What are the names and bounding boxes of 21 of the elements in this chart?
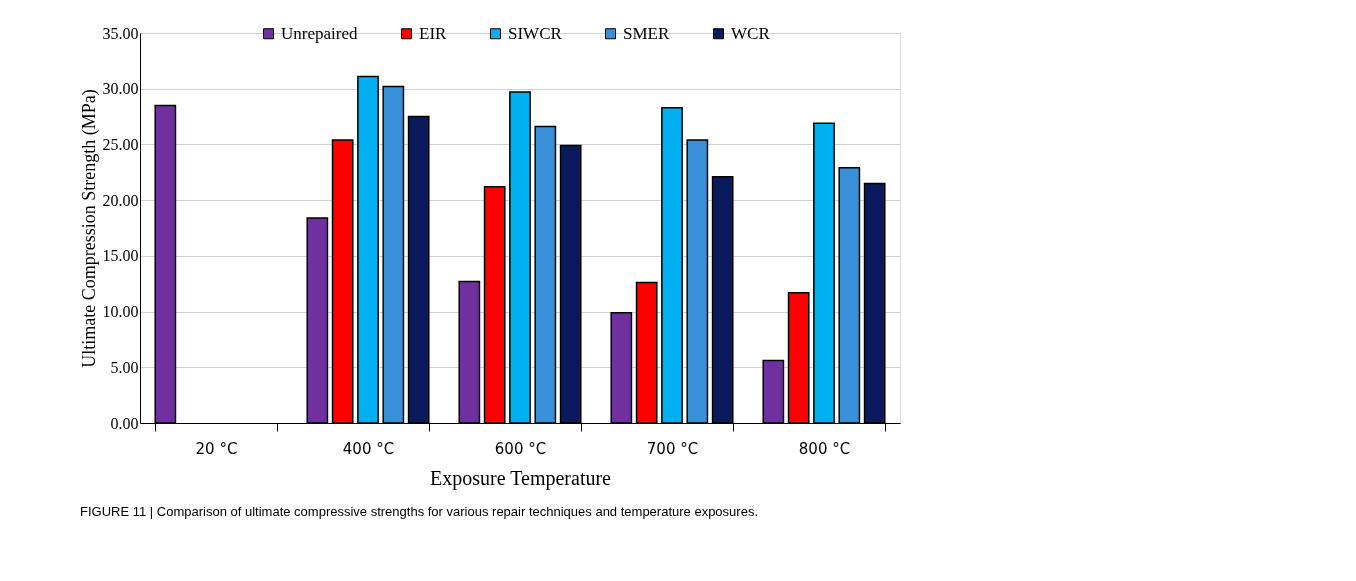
x-tick-label: 600 °C (494, 439, 547, 458)
x-tick-label: 800 °C (798, 439, 851, 458)
y-tick-label: 15.00 (102, 247, 139, 265)
x-axis-title: Exposure Temperature (430, 466, 612, 490)
y-tick-label: 10.00 (102, 303, 139, 321)
x-tick-label: 400 °C (342, 439, 395, 458)
legend-label: SIWCR (508, 23, 563, 43)
y-tick-label: 20.00 (102, 191, 139, 209)
x-tick-label: 20 °C (195, 439, 238, 458)
y-tick-label: 25.00 (102, 135, 139, 153)
x-tick-label: 700 °C (646, 439, 699, 458)
legend-label: WCR (731, 23, 771, 43)
y-tick-label: 35.00 (102, 24, 139, 42)
y-tick-label: 0.00 (110, 414, 139, 432)
caption: FIGURE 11 | Comparison of ultimate compressive strengths for various repair techniques and temperature exposures. (80, 504, 758, 519)
y-tick-label: 30.00 (102, 80, 139, 98)
y-tick-label: 5.00 (110, 358, 139, 376)
legend-label: EIR (419, 23, 448, 43)
legend-label: Unrepaired (281, 23, 358, 43)
legend-label: SMER (623, 23, 670, 43)
y-axis-title: Ultimate Compression Strength (MPa) (78, 89, 100, 368)
